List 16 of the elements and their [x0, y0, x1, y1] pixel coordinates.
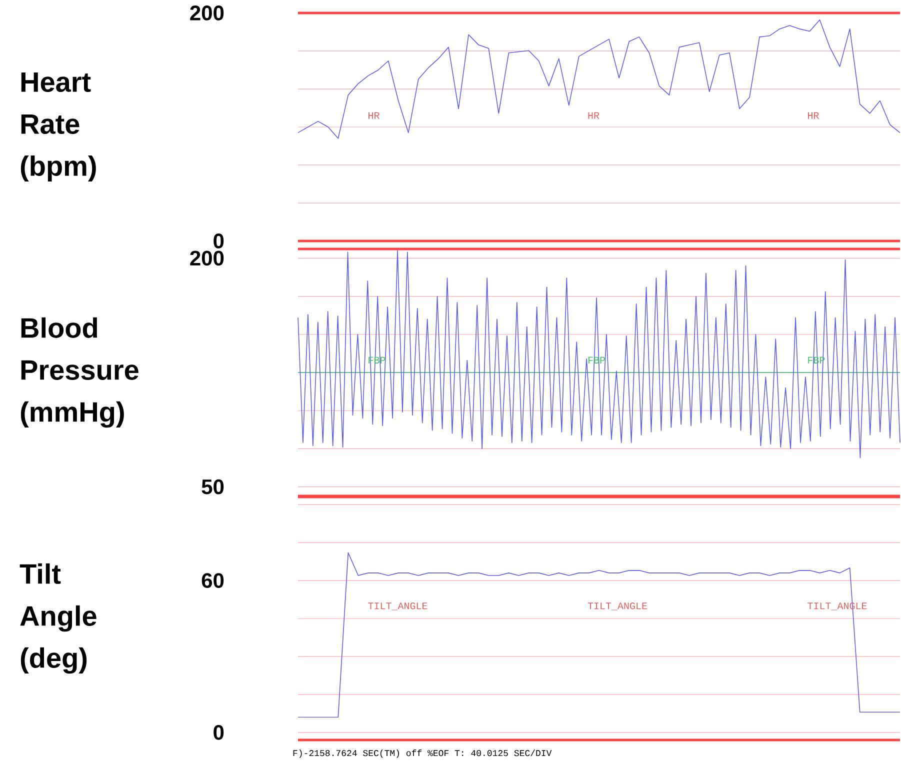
annotation: TILT_ANGLE	[588, 602, 647, 610]
y-axis-title: Heart Rate (bpm)	[20, 72, 96, 182]
line-series	[298, 250, 900, 458]
annotation: HR	[808, 112, 819, 119]
annotation: HR	[588, 112, 600, 119]
y-tick-label: 0	[214, 234, 224, 248]
annotation: HR	[368, 112, 380, 119]
text: F)-2158.7624 SEC(TM) off %EOF T: 40.0125 SEC/DIV	[293, 750, 552, 758]
annotation: TILT_ANGLE	[368, 602, 428, 610]
y-tick-label: 200	[190, 6, 224, 20]
y-tick-label: 60	[202, 573, 224, 588]
y-axis-title: Blood Pressure (mmHg)	[20, 317, 138, 428]
y-tick-label: 0	[214, 724, 224, 740]
y-tick-label: 200	[190, 250, 224, 266]
y-tick-label: 50	[202, 479, 224, 494]
y-axis-title: Tilt Angle (deg)	[20, 563, 96, 674]
